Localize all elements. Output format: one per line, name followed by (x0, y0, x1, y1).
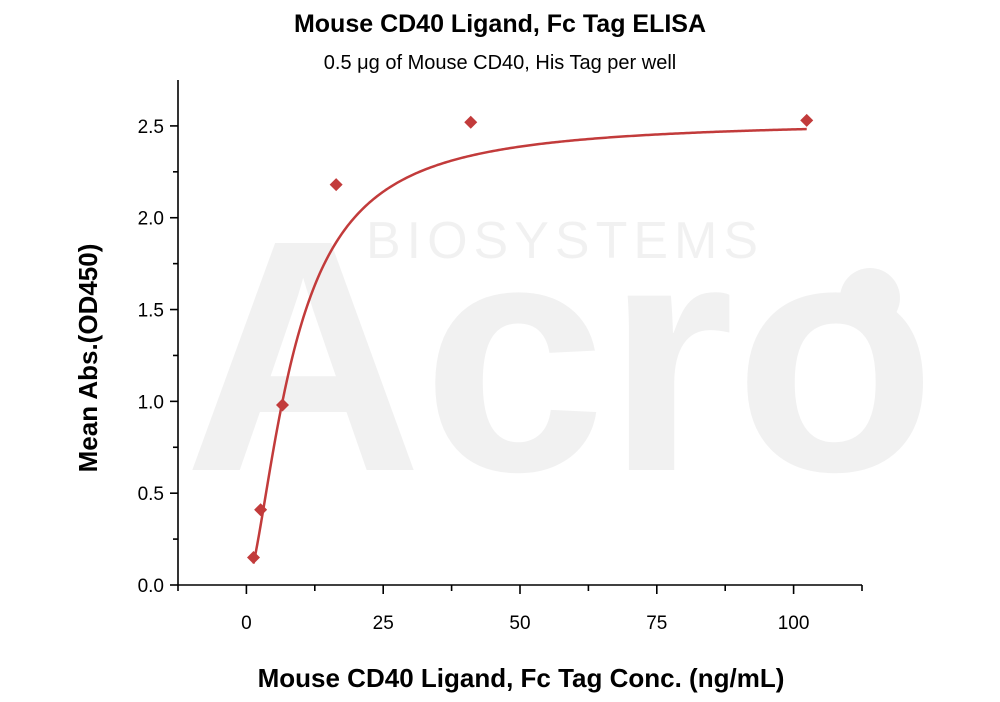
fit-curve (252, 127, 807, 564)
y-tick-label: 2.5 (138, 117, 164, 138)
data-point (329, 178, 343, 192)
y-tick-label: 1.5 (138, 301, 164, 322)
data-point (800, 113, 814, 127)
x-tick-label: 0 (241, 613, 252, 634)
data-point (464, 115, 478, 129)
x-tick-label: 75 (646, 613, 667, 634)
watermark-logo: Acro BIOSYSTEMS (184, 171, 936, 540)
y-tick-label: 1.0 (138, 392, 164, 413)
y-tick-label: 0.5 (138, 484, 164, 505)
data-points (247, 113, 814, 564)
y-tick-label: 2.0 (138, 209, 164, 230)
x-tick-label: 50 (509, 613, 530, 634)
chart-title: Mouse CD40 Ligand, Fc Tag ELISA (293, 10, 707, 38)
x-tick-label: 25 (373, 613, 394, 634)
data-point (276, 398, 290, 412)
svg-text:Acro: Acro (184, 171, 936, 540)
x-tick-label: 100 (778, 613, 810, 634)
chart-subtitle: 0.5 μg of Mouse CD40, His Tag per well (323, 52, 677, 74)
data-point (247, 550, 261, 564)
data-point (254, 503, 268, 517)
fit-curve-layer (252, 127, 807, 564)
y-tick-label: 0.0 (138, 576, 164, 597)
ticks: 0.0 0.5 1.0 1.5 2.0 2.5 0 25 50 75 100 (138, 117, 863, 634)
svg-text:BIOSYSTEMS: BIOSYSTEMS (366, 212, 764, 270)
x-axis-label: Mouse CD40 Ligand, Fc Tag Conc. (ng/mL) (258, 663, 785, 693)
y-axis-label: Mean Abs.(OD450) (73, 244, 103, 473)
